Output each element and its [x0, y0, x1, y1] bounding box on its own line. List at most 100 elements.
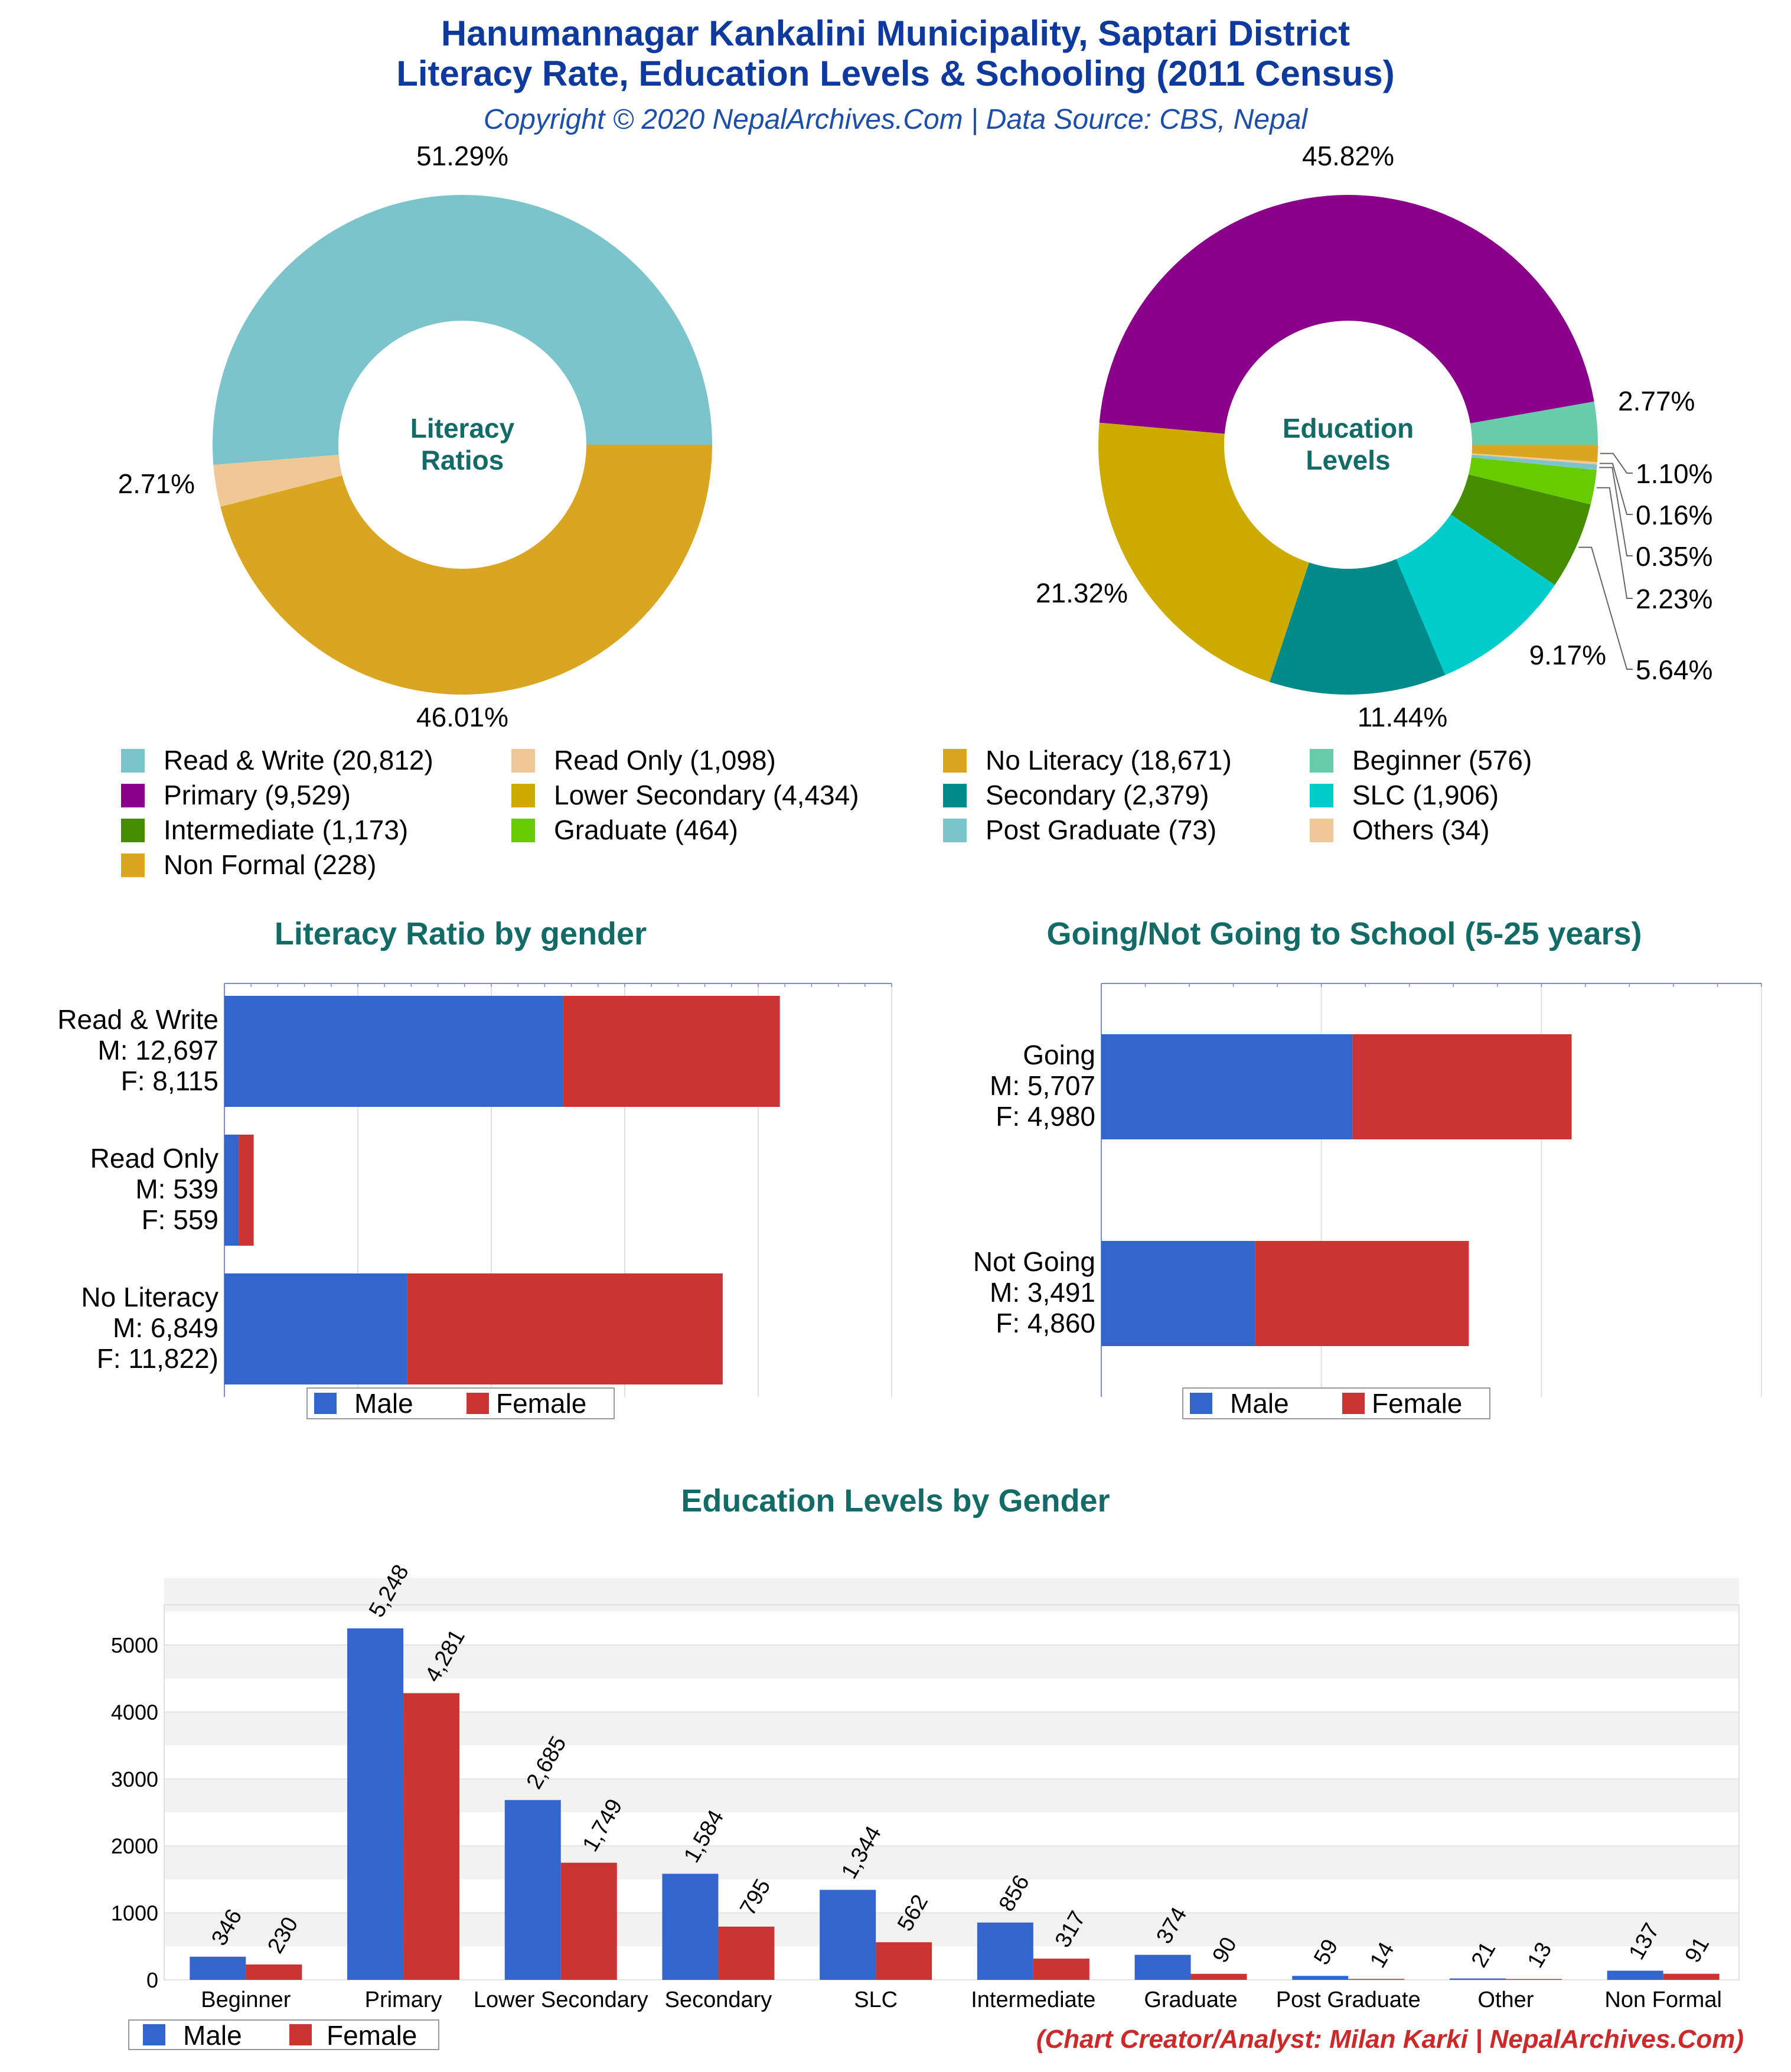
literacy-center-label: Literacy: [410, 413, 515, 444]
edu-y-tick-label: 5000: [111, 1633, 158, 1657]
literacy-slice: [212, 194, 712, 465]
literacy-gender-category-label: M: 539: [135, 1174, 218, 1204]
legend-swatch: [121, 853, 145, 877]
edu-male-bar: [977, 1922, 1033, 1980]
education-leader-line: [1599, 467, 1633, 556]
edu-legend-label: Female: [327, 2020, 417, 2051]
literacy-gender-category-label: F: 8,115: [121, 1066, 218, 1096]
schooling-legend-label: Male: [1230, 1388, 1289, 1419]
literacy-center-label: Ratios: [421, 445, 504, 475]
schooling-male-bar: [1101, 1241, 1255, 1346]
education-slice-label: 45.82%: [1302, 141, 1394, 171]
edu-band: [164, 1578, 1739, 1612]
schooling-category-label: F: 4,860: [996, 1308, 1095, 1338]
education-slice-label: 1.10%: [1636, 458, 1712, 489]
edu-x-tick-label: Post Graduate: [1276, 1988, 1421, 2012]
education-slice-label: 9.17%: [1529, 640, 1606, 670]
education-slice-label: 5.64%: [1636, 654, 1712, 685]
legend-label: Lower Secondary (4,434): [554, 780, 859, 810]
edu-female-bar: [246, 1964, 302, 1980]
literacy-gender-legend-label: Female: [496, 1388, 586, 1419]
legend-label: Non Formal (228): [164, 849, 376, 880]
edu-x-tick-label: Graduate: [1144, 1988, 1237, 2012]
education-slice: [1471, 454, 1597, 470]
edu-x-tick-label: Intermediate: [971, 1988, 1095, 2012]
edu-female-bar: [560, 1862, 617, 1980]
edu-legend-swatch: [289, 2024, 312, 2045]
edu-x-tick-label: Beginner: [201, 1988, 291, 2012]
literacy-gender-category-label: F: 11,822): [97, 1343, 218, 1374]
edu-x-tick-label: Secondary: [665, 1988, 772, 2012]
literacy-gender-category-label: F: 559: [142, 1204, 218, 1235]
edu-male-bar: [1449, 1978, 1506, 1980]
literacy-gender-male-bar: [224, 996, 563, 1107]
edu-male-bar: [820, 1889, 876, 1980]
schooling-category-label: Not Going: [973, 1246, 1095, 1277]
edu-female-bar: [1663, 1973, 1720, 1980]
legend-swatch: [943, 749, 967, 773]
legend-label: Graduate (464): [554, 815, 738, 845]
education-center-label: Education: [1283, 413, 1414, 444]
edu-y-tick-label: 2000: [111, 1834, 158, 1858]
education-leader-line: [1596, 487, 1633, 599]
education-slice: [1270, 559, 1446, 695]
literacy-slice-label: 2.71%: [118, 468, 195, 499]
page-subtitle: Copyright © 2020 NepalArchives.Com | Dat…: [483, 104, 1308, 135]
schooling-male-bar: [1101, 1034, 1353, 1139]
literacy-gender-title: Literacy Ratio by gender: [274, 916, 647, 952]
edu-y-tick-label: 3000: [111, 1767, 158, 1791]
edu-male-bar: [1292, 1976, 1349, 1980]
education-gender-title: Education Levels by Gender: [681, 1483, 1110, 1519]
schooling-legend-box: [1182, 1387, 1490, 1419]
legend-label: Read Only (1,098): [554, 745, 776, 776]
edu-female-bar: [876, 1942, 932, 1980]
legend-swatch: [1310, 819, 1333, 842]
education-slice: [1470, 401, 1598, 445]
literacy-gender-category-label: M: 12,697: [97, 1035, 218, 1066]
schooling-category-label: Going: [1023, 1040, 1095, 1070]
legend-label: Post Graduate (73): [986, 815, 1216, 845]
literacy-gender-female-bar: [239, 1135, 254, 1246]
edu-plot-border: [164, 1604, 1740, 1980]
literacy-gender-legend-swatch: [466, 1393, 489, 1414]
edu-female-bar: [1348, 1979, 1405, 1980]
edu-male-bar: [347, 1628, 404, 1980]
edu-female-bar: [403, 1693, 460, 1980]
edu-legend-box: [128, 2019, 439, 2050]
schooling-female-bar: [1255, 1241, 1469, 1346]
page-title-line1: Hanumannagar Kankalini Municipality, Sap…: [441, 14, 1350, 53]
schooling-category-label: M: 5,707: [990, 1070, 1095, 1101]
education-slice-label: 0.16%: [1636, 500, 1712, 530]
legend-label: Primary (9,529): [164, 780, 351, 810]
literacy-gender-male-bar: [224, 1135, 239, 1246]
edu-x-tick-label: Lower Secondary: [474, 1988, 648, 2012]
literacy-gender-legend-swatch: [314, 1393, 337, 1414]
literacy-gender-legend-box: [306, 1387, 615, 1419]
edu-band: [164, 1645, 1739, 1679]
literacy-gender-category-label: Read & Write: [57, 1004, 218, 1035]
education-slice-label: 0.35%: [1636, 541, 1712, 572]
edu-male-bar: [190, 1956, 246, 1980]
legend-swatch: [943, 819, 967, 842]
education-slice-label: 21.32%: [1036, 578, 1128, 608]
literacy-gender-category-label: M: 6,849: [113, 1312, 218, 1343]
page-title-line2: Literacy Rate, Education Levels & School…: [396, 54, 1395, 93]
edu-y-tick-label: 1000: [111, 1901, 158, 1926]
education-slice: [1450, 474, 1591, 585]
edu-y-tick-label: 0: [146, 1968, 158, 1992]
literacy-gender-category-label: No Literacy: [81, 1282, 218, 1312]
edu-male-bar: [1134, 1954, 1191, 1980]
schooling-title: Going/Not Going to School (5-25 years): [1046, 916, 1642, 952]
legend-label: Others (34): [1352, 815, 1490, 845]
education-slice-label: 11.44%: [1358, 702, 1448, 732]
schooling-legend-swatch: [1190, 1393, 1212, 1414]
literacy-slice-label: 51.29%: [416, 141, 508, 171]
legend-label: Intermediate (1,173): [164, 815, 408, 845]
education-slice: [1099, 194, 1594, 434]
schooling-category-label: F: 4,980: [996, 1101, 1095, 1132]
literacy-gender-female-bar: [407, 1273, 723, 1384]
education-slice-label: 2.23%: [1636, 584, 1712, 614]
edu-female-bar: [1190, 1973, 1247, 1980]
education-slice: [1472, 453, 1597, 465]
